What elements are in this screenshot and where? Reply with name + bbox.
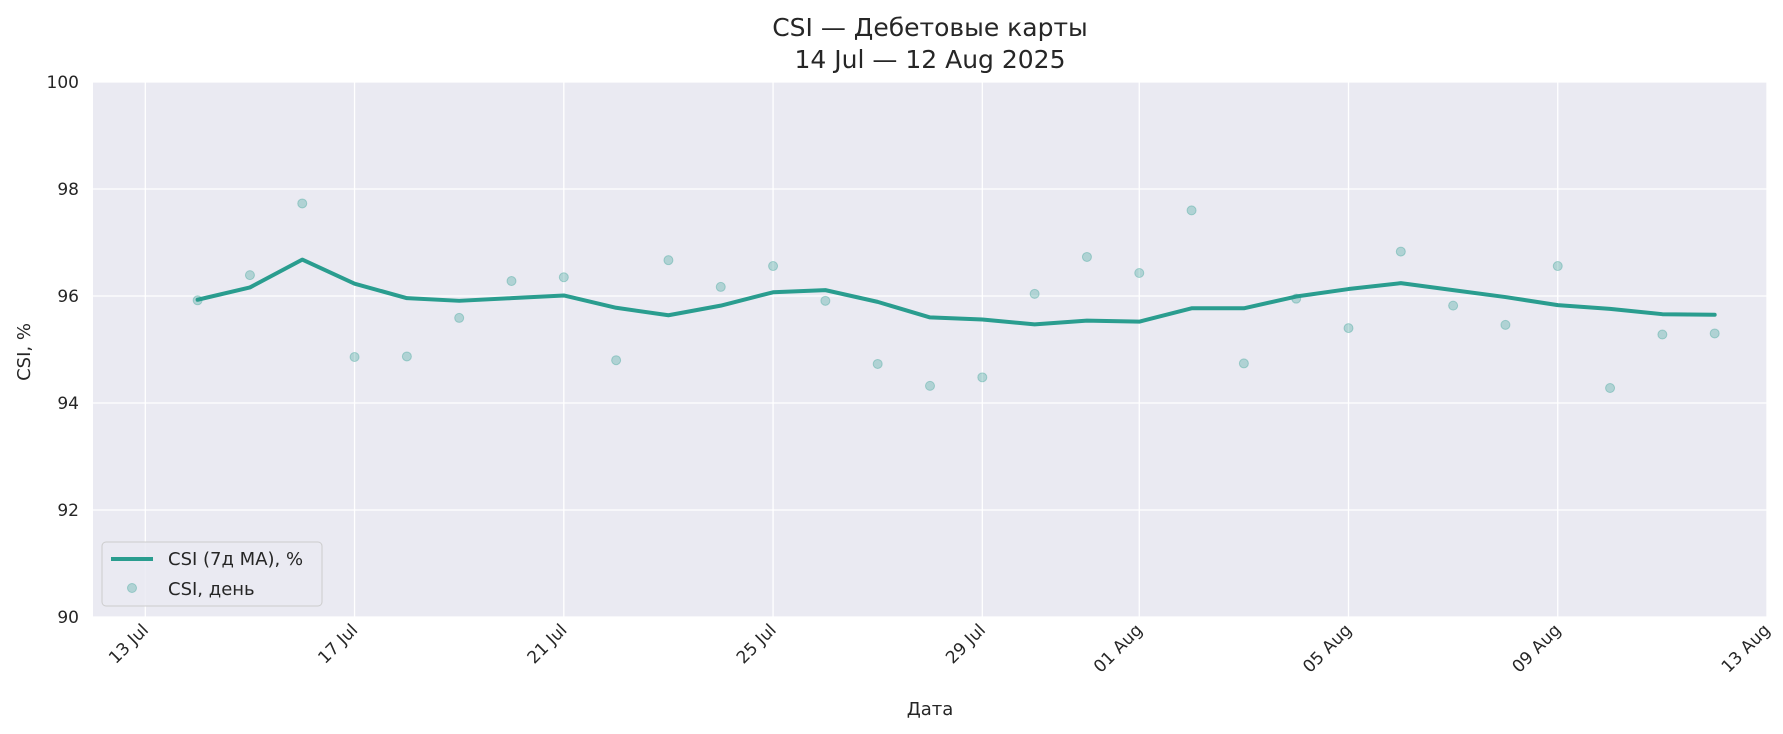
daily-point	[820, 295, 831, 306]
daily-point	[401, 351, 412, 362]
legend: CSI (7д MA), % CSI, день	[101, 541, 323, 607]
x-tick-label: 29 Jul	[942, 620, 990, 668]
series-line-ma	[195, 257, 1717, 327]
daily-point	[715, 281, 726, 292]
daily-point	[1186, 205, 1197, 216]
daily-point	[925, 380, 935, 391]
x-tick-label: 01 Aug	[1090, 620, 1147, 677]
daily-point	[663, 255, 674, 266]
legend-label-daily: CSI, день	[168, 579, 255, 600]
legend-label-ma: CSI (7д MA), %	[168, 549, 303, 570]
x-tick-label: 13 Aug	[1718, 620, 1775, 677]
y-tick-label: 96	[57, 287, 79, 307]
y-axis-label: CSI, %	[14, 323, 35, 381]
daily-point	[1657, 329, 1668, 340]
x-tick-label: 05 Aug	[1299, 620, 1356, 677]
y-tick-label: 98	[57, 180, 79, 200]
daily-point	[244, 270, 255, 281]
daily-point	[1134, 267, 1145, 278]
daily-point	[1238, 358, 1249, 369]
y-tick-label: 90	[57, 608, 79, 628]
chart-subtitle: 14 Jul — 12 Aug 2025	[795, 45, 1066, 74]
daily-point	[1029, 288, 1040, 299]
chart-title: CSI — Дебетовые карты	[772, 13, 1088, 42]
daily-point	[1448, 300, 1459, 311]
daily-point	[1291, 293, 1302, 304]
x-tick-label: 21 Jul	[524, 620, 572, 668]
x-tick-label: 25 Jul	[733, 620, 781, 668]
daily-point	[1395, 246, 1406, 257]
daily-point	[977, 372, 988, 383]
daily-point	[1552, 261, 1563, 272]
daily-point	[1081, 251, 1092, 262]
plot-area	[93, 82, 1767, 617]
daily-point	[1343, 323, 1354, 334]
daily-point	[872, 358, 883, 369]
x-axis-label: Дата	[907, 699, 954, 720]
y-tick-label: 92	[57, 501, 79, 521]
daily-point	[558, 272, 569, 283]
y-tick-label: 94	[57, 394, 79, 414]
x-tick-label: 13 Jul	[105, 620, 153, 668]
daily-point	[1709, 328, 1720, 339]
daily-point	[454, 312, 465, 323]
x-tick-label: 09 Aug	[1509, 620, 1566, 677]
data-layer	[192, 198, 1720, 394]
x-tick-label: 17 Jul	[314, 620, 362, 668]
daily-point	[768, 261, 779, 272]
grid-layer	[93, 81, 1768, 618]
daily-point	[611, 355, 622, 366]
daily-point	[297, 198, 308, 209]
daily-point	[192, 295, 203, 306]
daily-point	[1500, 319, 1511, 330]
legend-box	[101, 541, 323, 607]
daily-point	[1605, 383, 1616, 394]
y-tick-label: 100	[47, 73, 79, 93]
daily-point	[506, 276, 517, 287]
daily-point	[349, 351, 360, 362]
legend-marker-swatch	[127, 583, 137, 593]
